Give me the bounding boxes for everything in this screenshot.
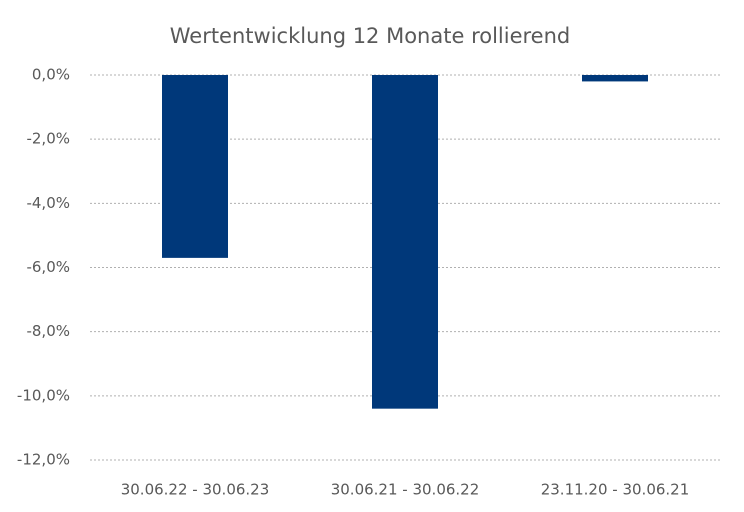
y-tick-label: -10,0% — [17, 386, 70, 404]
y-tick-label: -4,0% — [26, 194, 70, 212]
bar — [372, 75, 438, 409]
y-tick-label: -2,0% — [26, 130, 70, 148]
x-tick-label: 23.11.20 - 30.06.21 — [541, 481, 690, 499]
y-tick-label: -8,0% — [26, 322, 70, 340]
x-tick-label: 30.06.22 - 30.06.23 — [121, 481, 270, 499]
chart-title: Wertentwicklung 12 Monate rollierend — [170, 24, 571, 48]
bar — [582, 75, 648, 82]
y-tick-label: -6,0% — [26, 258, 70, 276]
y-tick-label: -12,0% — [17, 451, 70, 469]
x-tick-label: 30.06.21 - 30.06.22 — [331, 481, 480, 499]
bar — [162, 75, 228, 258]
y-tick-label: 0,0% — [32, 66, 70, 84]
